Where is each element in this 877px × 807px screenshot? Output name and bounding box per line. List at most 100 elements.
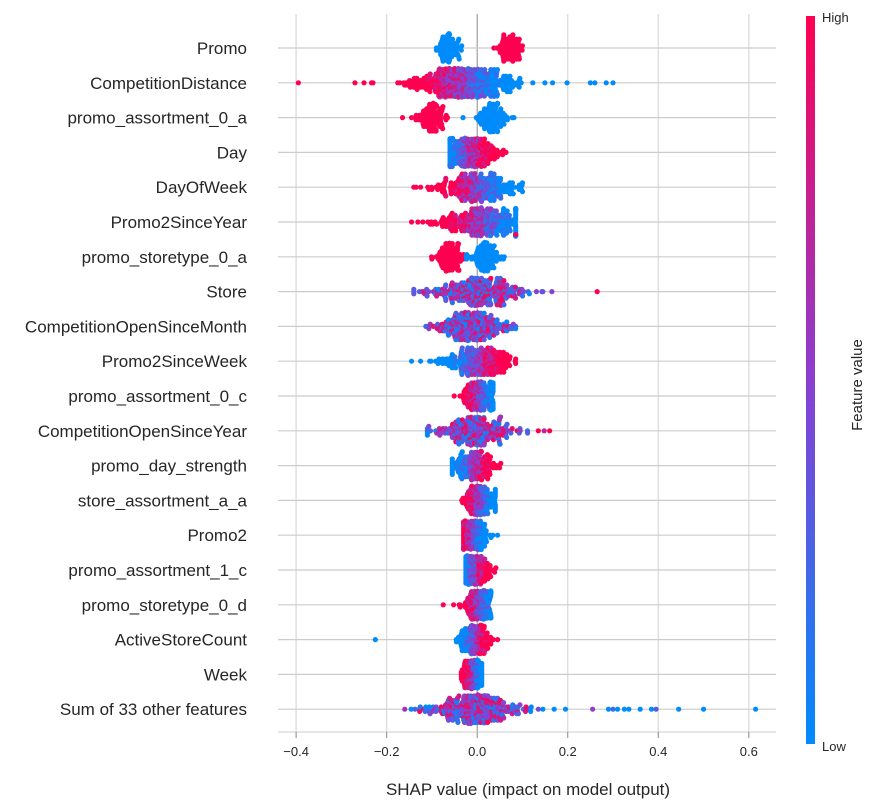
shap-point (610, 80, 616, 86)
shap-point (549, 289, 555, 295)
shap-point (408, 219, 415, 225)
shap-point (488, 641, 494, 647)
shap-point (352, 80, 358, 86)
shap-point (501, 278, 507, 284)
feature-label: Promo2SinceWeek (102, 352, 248, 371)
feature-label: Promo2 (187, 526, 247, 545)
feature-label: promo_assortment_0_a (67, 109, 247, 128)
shap-point (453, 228, 459, 234)
shap-point (484, 630, 490, 636)
x-tick-label: 0.2 (559, 744, 577, 759)
shap-point (490, 637, 496, 643)
shap-point (501, 302, 507, 308)
shap-point (412, 706, 418, 712)
shap-point (488, 615, 494, 621)
shap-point (590, 706, 596, 712)
shap-point (433, 128, 439, 134)
feature-label: Store (206, 283, 247, 302)
shap-point (443, 297, 449, 303)
shap-point (484, 486, 490, 492)
shap-point (509, 426, 515, 432)
shap-point (501, 369, 507, 375)
shap-point (522, 708, 529, 715)
shap-point (516, 56, 522, 62)
shap-point (587, 80, 593, 86)
shap-point (434, 221, 440, 227)
shap-point (456, 693, 462, 699)
feature-label: promo_assortment_1_c (68, 561, 247, 580)
shap-point (500, 700, 507, 706)
shap-point (507, 363, 513, 369)
shap-point (446, 31, 453, 38)
shap-point (509, 84, 516, 90)
shap-point (481, 310, 487, 316)
shap-point (458, 47, 464, 53)
shap-point (411, 291, 417, 297)
shap-point (518, 80, 524, 86)
shap-point (540, 289, 546, 295)
shap-point (481, 337, 487, 343)
shap-point (426, 423, 432, 429)
shap-point (507, 89, 513, 95)
shap-point (497, 175, 504, 181)
shap-point (451, 393, 457, 399)
shap-point (485, 510, 491, 517)
shap-point (494, 232, 500, 238)
shap-point (488, 574, 494, 580)
shap-point (420, 219, 426, 225)
shap-point (513, 360, 519, 366)
shap-point (481, 623, 487, 629)
shap-point (521, 289, 527, 295)
shap-point (510, 191, 516, 197)
shap-point (496, 465, 503, 471)
shap-point (488, 301, 494, 307)
shap-point (478, 205, 484, 211)
shap-point (493, 258, 499, 264)
shap-point (478, 546, 484, 553)
colorbar-gradient (806, 16, 815, 744)
shap-point (494, 129, 501, 135)
shap-point (676, 706, 682, 712)
shap-point (427, 428, 434, 434)
shap-point (562, 706, 569, 712)
shap-point (361, 80, 367, 86)
shap-point (549, 80, 556, 86)
shap-point (504, 421, 510, 427)
shap-point (443, 193, 449, 199)
shap-point (494, 67, 500, 73)
shap-point (478, 448, 485, 455)
shap-point (525, 430, 531, 436)
shap-point (511, 184, 518, 190)
shap-point (564, 80, 570, 86)
shap-point (498, 195, 504, 201)
shap-point (490, 145, 496, 151)
shap-point (408, 358, 415, 364)
feature-label: Promo2SinceYear (111, 213, 248, 232)
shap-point (491, 265, 497, 271)
shap-point (449, 280, 455, 286)
shap-point (501, 121, 507, 127)
shap-point (528, 708, 534, 715)
shap-point (497, 414, 504, 420)
grid-lines (278, 14, 776, 732)
shap-point (501, 32, 507, 38)
shap-point (511, 115, 517, 121)
x-tick-label: −0.2 (374, 744, 400, 759)
shap-point (433, 103, 440, 109)
shap-point (372, 637, 378, 643)
shap-point (440, 104, 446, 110)
shap-point (456, 36, 462, 42)
shap-point (449, 471, 455, 477)
shap-point (491, 243, 497, 249)
shap-point (481, 136, 488, 142)
x-tick-label: −0.4 (283, 744, 309, 759)
shap-point (542, 80, 548, 86)
shap-point (449, 456, 455, 462)
shap-point (443, 175, 449, 181)
shap-point (482, 67, 488, 73)
shap-point (451, 602, 457, 608)
shap-point (435, 321, 441, 327)
shap-point (417, 708, 423, 715)
shap-point (370, 80, 376, 86)
shap-point (506, 212, 512, 218)
